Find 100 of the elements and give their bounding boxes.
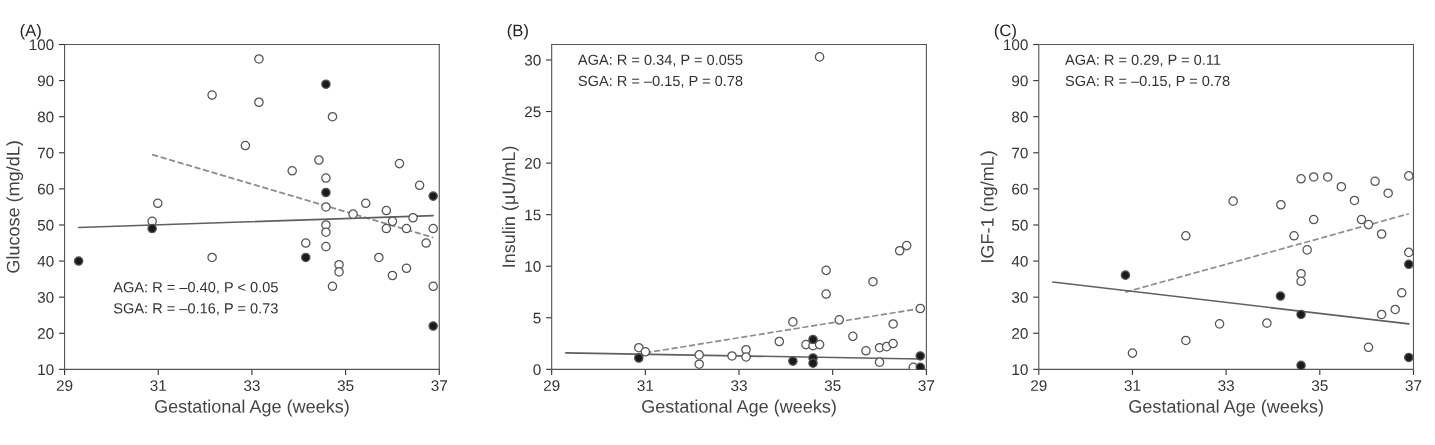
point <box>741 352 751 362</box>
point <box>894 245 905 256</box>
point <box>821 289 831 299</box>
y-tick-label: 80 <box>1012 111 1028 123</box>
y-tick-label: 40 <box>37 255 54 267</box>
x-axis-title: Gestational Age (weeks) <box>154 399 349 417</box>
point <box>694 350 705 360</box>
point <box>421 238 431 248</box>
y-axis-title: IGF-1 (ng/mL) <box>980 151 998 262</box>
y-tick-label: 20 <box>525 157 541 169</box>
point <box>1404 247 1414 258</box>
point <box>327 281 338 292</box>
y-tick-label: 90 <box>1012 75 1028 87</box>
point <box>640 347 651 357</box>
point <box>1181 335 1191 346</box>
x-tick-label: 35 <box>824 380 841 391</box>
point <box>1289 231 1299 241</box>
point <box>1383 188 1393 199</box>
point <box>901 240 912 251</box>
y-tick-label: 25 <box>525 106 541 118</box>
x-tick-label: 31 <box>150 380 166 391</box>
point <box>1363 219 1374 230</box>
point <box>1308 214 1319 225</box>
point <box>428 223 438 234</box>
annotation: SGA: R = –0.16, P = 0.73 <box>113 303 278 316</box>
y-tick-label: 5 <box>533 312 541 324</box>
point <box>1336 181 1347 192</box>
y-tick-label: 40 <box>1011 255 1028 267</box>
y-tick-label: 20 <box>37 328 54 339</box>
point <box>1214 319 1225 329</box>
point <box>1376 229 1387 239</box>
point <box>152 198 163 209</box>
y-tick-label: 70 <box>37 147 54 159</box>
y-tick-label: 10 <box>1012 364 1028 376</box>
point <box>814 52 825 62</box>
point <box>1275 291 1286 301</box>
point <box>428 281 438 292</box>
point <box>861 345 871 356</box>
point <box>1308 172 1319 182</box>
point <box>1376 309 1387 320</box>
point <box>394 158 405 169</box>
point <box>1296 276 1306 287</box>
x-tick-label: 29 <box>56 380 73 391</box>
chart-title: (A) <box>20 24 41 40</box>
point <box>387 270 398 281</box>
point <box>788 317 798 327</box>
point <box>401 263 412 274</box>
point <box>1363 342 1374 353</box>
point <box>300 238 311 248</box>
point <box>381 205 392 216</box>
x-tick-label: 29 <box>1031 380 1047 391</box>
y-axis-title: Glucose (mg/dL) <box>6 141 24 273</box>
x-tick-label: 35 <box>337 380 354 391</box>
point <box>1127 348 1138 358</box>
point <box>1356 214 1367 225</box>
point <box>387 216 398 227</box>
point <box>73 256 84 266</box>
point <box>321 187 331 198</box>
point <box>874 357 885 367</box>
point <box>888 338 898 349</box>
point <box>360 198 371 209</box>
point <box>321 79 331 89</box>
y-tick-label: 60 <box>1012 183 1028 195</box>
point <box>808 358 818 368</box>
point <box>814 339 825 350</box>
point <box>1228 196 1238 206</box>
y-axis-title: Insulin (μU/mL) <box>501 146 519 267</box>
point <box>1349 195 1360 206</box>
y-tick-label: 50 <box>37 219 54 231</box>
point <box>321 173 331 183</box>
annotation: AGA: R = 0.29, P = 0.11 <box>1065 54 1221 67</box>
point <box>727 351 737 361</box>
y-tick-label: 30 <box>37 292 54 303</box>
y-tick-label: 15 <box>525 209 541 221</box>
point <box>888 319 898 329</box>
x-tick-label: 35 <box>1311 380 1328 391</box>
point <box>915 351 926 361</box>
point <box>1296 360 1306 370</box>
y-tick-label: 30 <box>1011 292 1028 303</box>
point <box>254 54 264 64</box>
x-tick-label: 29 <box>543 380 560 391</box>
point <box>848 331 858 342</box>
point <box>321 227 331 237</box>
point <box>334 267 344 277</box>
x-tick-label: 31 <box>637 380 654 391</box>
point <box>1396 288 1407 298</box>
point <box>1262 318 1272 328</box>
point <box>428 191 438 201</box>
y-tick-label: 30 <box>524 54 541 66</box>
annotation: AGA: R = –0.40, P < 0.05 <box>113 282 278 295</box>
x-tick-label: 37 <box>1405 380 1422 391</box>
x-axis-title: Gestational Age (weeks) <box>1129 399 1323 417</box>
point <box>428 321 438 331</box>
point <box>834 315 845 325</box>
point <box>401 223 412 234</box>
x-tick-label: 33 <box>731 380 747 391</box>
point <box>207 252 217 263</box>
point <box>1276 199 1286 210</box>
point <box>1404 352 1414 363</box>
point <box>868 276 878 287</box>
